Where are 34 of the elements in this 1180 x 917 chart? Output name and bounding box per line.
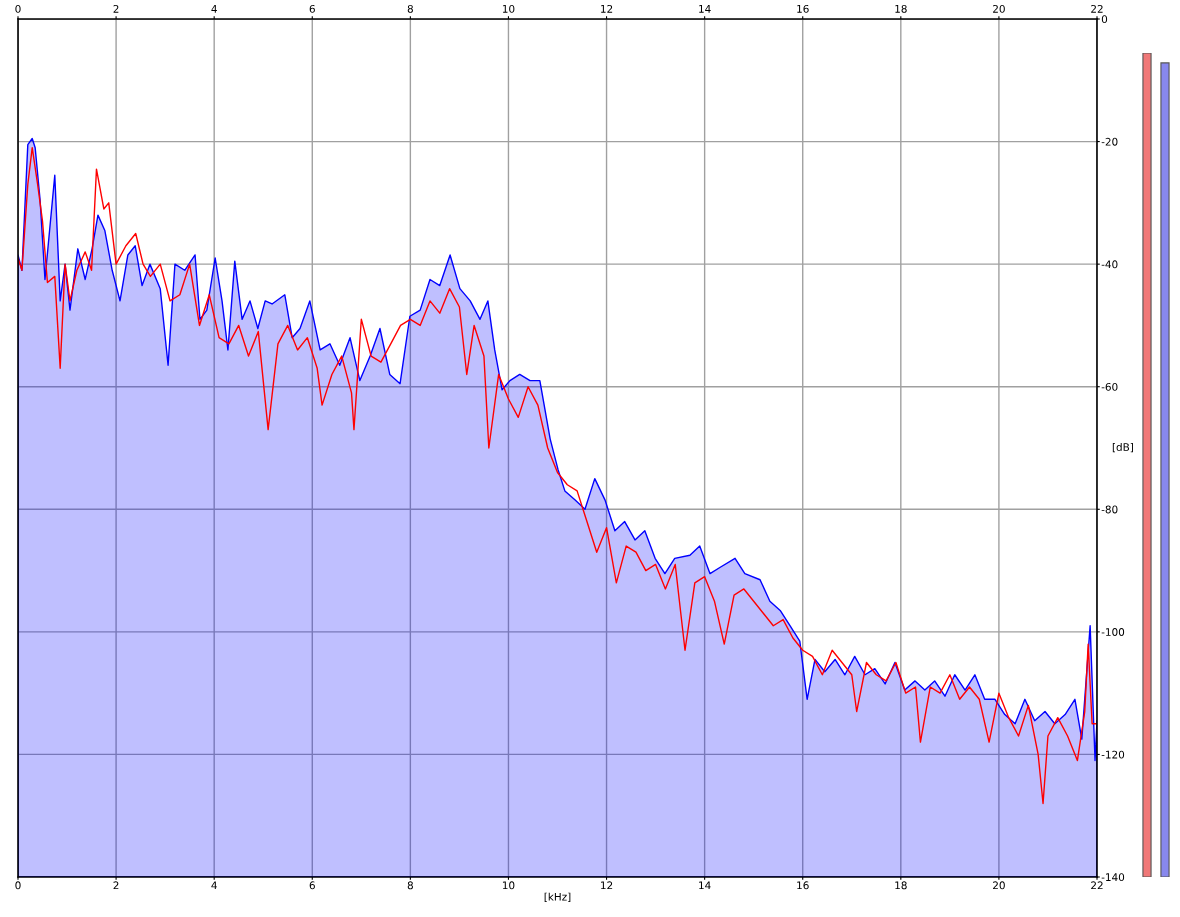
x2-tick-label: 14 [699, 5, 711, 13]
x-tick-label: 16 [797, 881, 809, 890]
x-axis-title: [kHz] [544, 892, 571, 902]
x-tick-label: 18 [895, 881, 907, 890]
x2-tick-label: 18 [895, 4, 907, 13]
x2-tick-label: 2 [113, 4, 119, 13]
y-tick-label: -100 [1101, 628, 1125, 636]
x-tick-label: 22 [1091, 881, 1103, 890]
x2-tick-label: 12 [601, 4, 613, 13]
x-tick-label: 4 [211, 881, 217, 890]
y-axis-title: [dB] [1112, 442, 1133, 453]
y-tick-label: 0 [1101, 15, 1108, 24]
x2-tick-label: 6 [309, 4, 315, 13]
y-tick-label: -120 [1101, 750, 1125, 759]
x-tick-label: 12 [601, 881, 613, 890]
x2-tick-label: 4 [211, 5, 217, 13]
y-tick-label: -140 [1101, 873, 1125, 882]
x-tick-label: 14 [699, 881, 711, 890]
x2-tick-label: 8 [407, 4, 413, 13]
x-tick-label: 6 [309, 881, 315, 890]
x-tick-label: 0 [15, 881, 21, 890]
x2-tick-label: 16 [797, 4, 809, 13]
x2-tick-label: 22 [1091, 4, 1103, 13]
x-tick-label: 20 [993, 881, 1005, 890]
x-tick-label: 8 [407, 881, 413, 890]
x2-tick-label: 10 [502, 4, 515, 13]
y-tick-label: -40 [1101, 260, 1118, 269]
y-tick-label: -60 [1101, 382, 1118, 391]
x-tick-label: 10 [502, 881, 515, 890]
x2-tick-label: 0 [15, 4, 21, 13]
y-tick-label: -80 [1101, 505, 1118, 514]
y-tick-label: -20 [1101, 137, 1118, 146]
x-tick-label: 2 [113, 881, 119, 890]
x2-tick-label: 20 [993, 4, 1005, 13]
